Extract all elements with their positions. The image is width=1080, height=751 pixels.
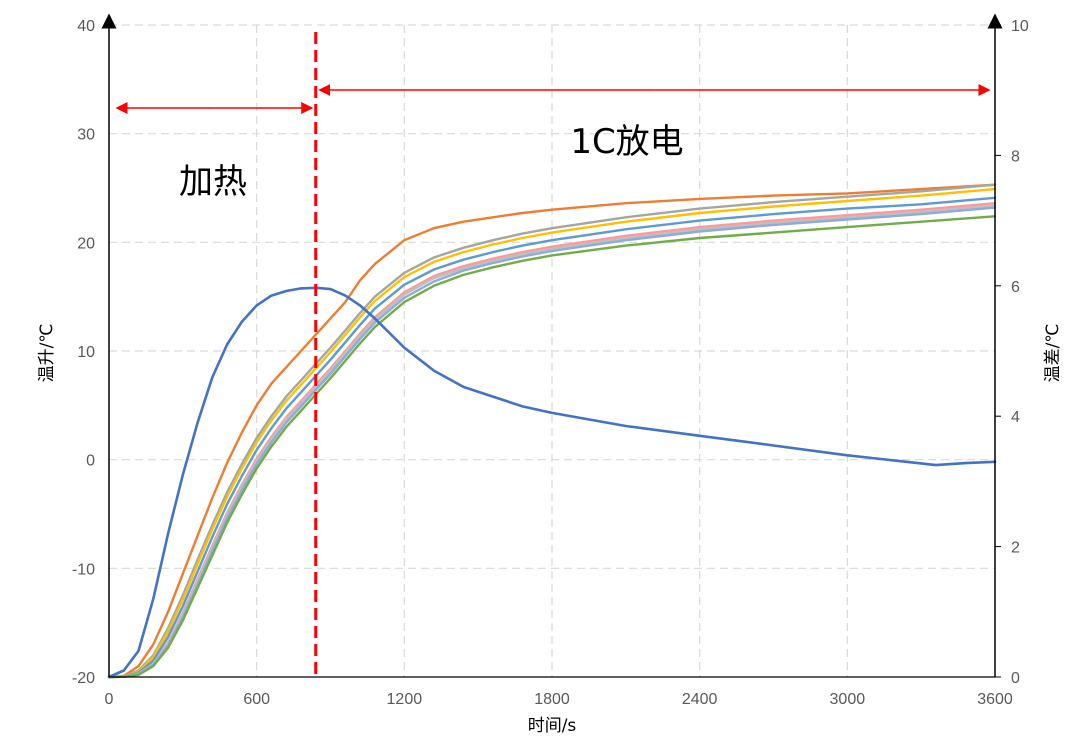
y-left-tick-label: 30 <box>77 127 95 144</box>
series-line <box>107 183 997 679</box>
series-line <box>107 183 997 679</box>
x-tick-label: 3000 <box>830 691 866 708</box>
x-tick-label: 600 <box>243 691 270 708</box>
y-right-tick-label: 4 <box>1011 409 1020 426</box>
x-axis-title: 时间/s <box>528 716 577 736</box>
y-right-tick-label: 10 <box>1011 18 1029 35</box>
grid-lines <box>109 24 995 677</box>
tick-labels: 0 600 1200 1800 2400 3000 3600 -20 -10 0 10 20 30 40 0… <box>72 18 1029 708</box>
y-left-axis-title: 温升/℃ <box>37 324 57 383</box>
y-right-axis-title: 温差/℃ <box>1043 324 1063 383</box>
series-line <box>107 204 997 679</box>
x-tick-label: 0 <box>105 691 114 708</box>
y-right-tick-label: 8 <box>1011 148 1020 165</box>
y-left-tick-label: 20 <box>77 235 95 252</box>
y-left-tick-label: -20 <box>72 670 95 687</box>
y-left-tick-label: -10 <box>72 561 95 578</box>
x-tick-label: 2400 <box>682 691 718 708</box>
annotation-heating: 加热 <box>179 162 247 202</box>
annotations-overlay <box>115 32 991 675</box>
y-left-tick-label: 40 <box>77 18 95 35</box>
x-tick-label: 1200 <box>387 691 423 708</box>
y-right-tick-label: 6 <box>1011 279 1020 296</box>
y-left-tick-label: 0 <box>86 453 95 470</box>
series-line <box>107 187 997 679</box>
series-line <box>107 206 997 679</box>
axes <box>101 13 1003 678</box>
y-left-tick-label: 10 <box>77 344 95 361</box>
annotation-discharge: 1C放电 <box>570 122 683 162</box>
x-tick-label: 3600 <box>977 691 1013 708</box>
y-right-tick-label: 0 <box>1011 670 1020 687</box>
y-right-tick-label: 2 <box>1011 540 1020 557</box>
series-line-temp-diff <box>107 286 997 679</box>
series-group <box>107 183 997 679</box>
series-line <box>107 215 997 679</box>
series-line <box>107 196 997 679</box>
x-tick-label: 1800 <box>534 691 570 708</box>
